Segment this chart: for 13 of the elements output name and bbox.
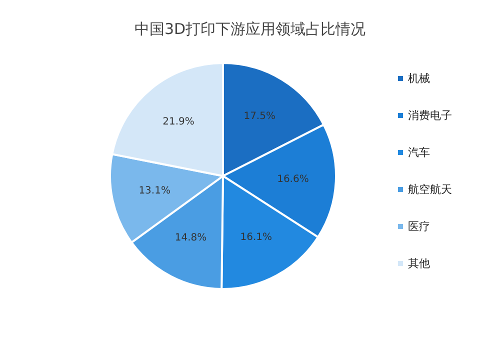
data-label: 21.9% (162, 116, 194, 128)
data-label: 14.8% (174, 232, 207, 244)
chart-title: 中国3D打印下游应用领域占比情况 (133, 19, 367, 40)
legend-label: 消费电子 (408, 108, 452, 123)
data-label: 16.6% (277, 174, 309, 186)
legend-label: 其他 (408, 256, 430, 271)
legend-label: 医疗 (408, 219, 430, 234)
data-label: 13.1% (138, 186, 170, 197)
legend-label: 汽车 (408, 145, 430, 160)
legend-label: 机械 (408, 71, 430, 86)
data-label: 17.5% (244, 110, 276, 122)
legend-label: 航空航天 (408, 182, 452, 197)
data-label: 16.1% (240, 232, 272, 244)
